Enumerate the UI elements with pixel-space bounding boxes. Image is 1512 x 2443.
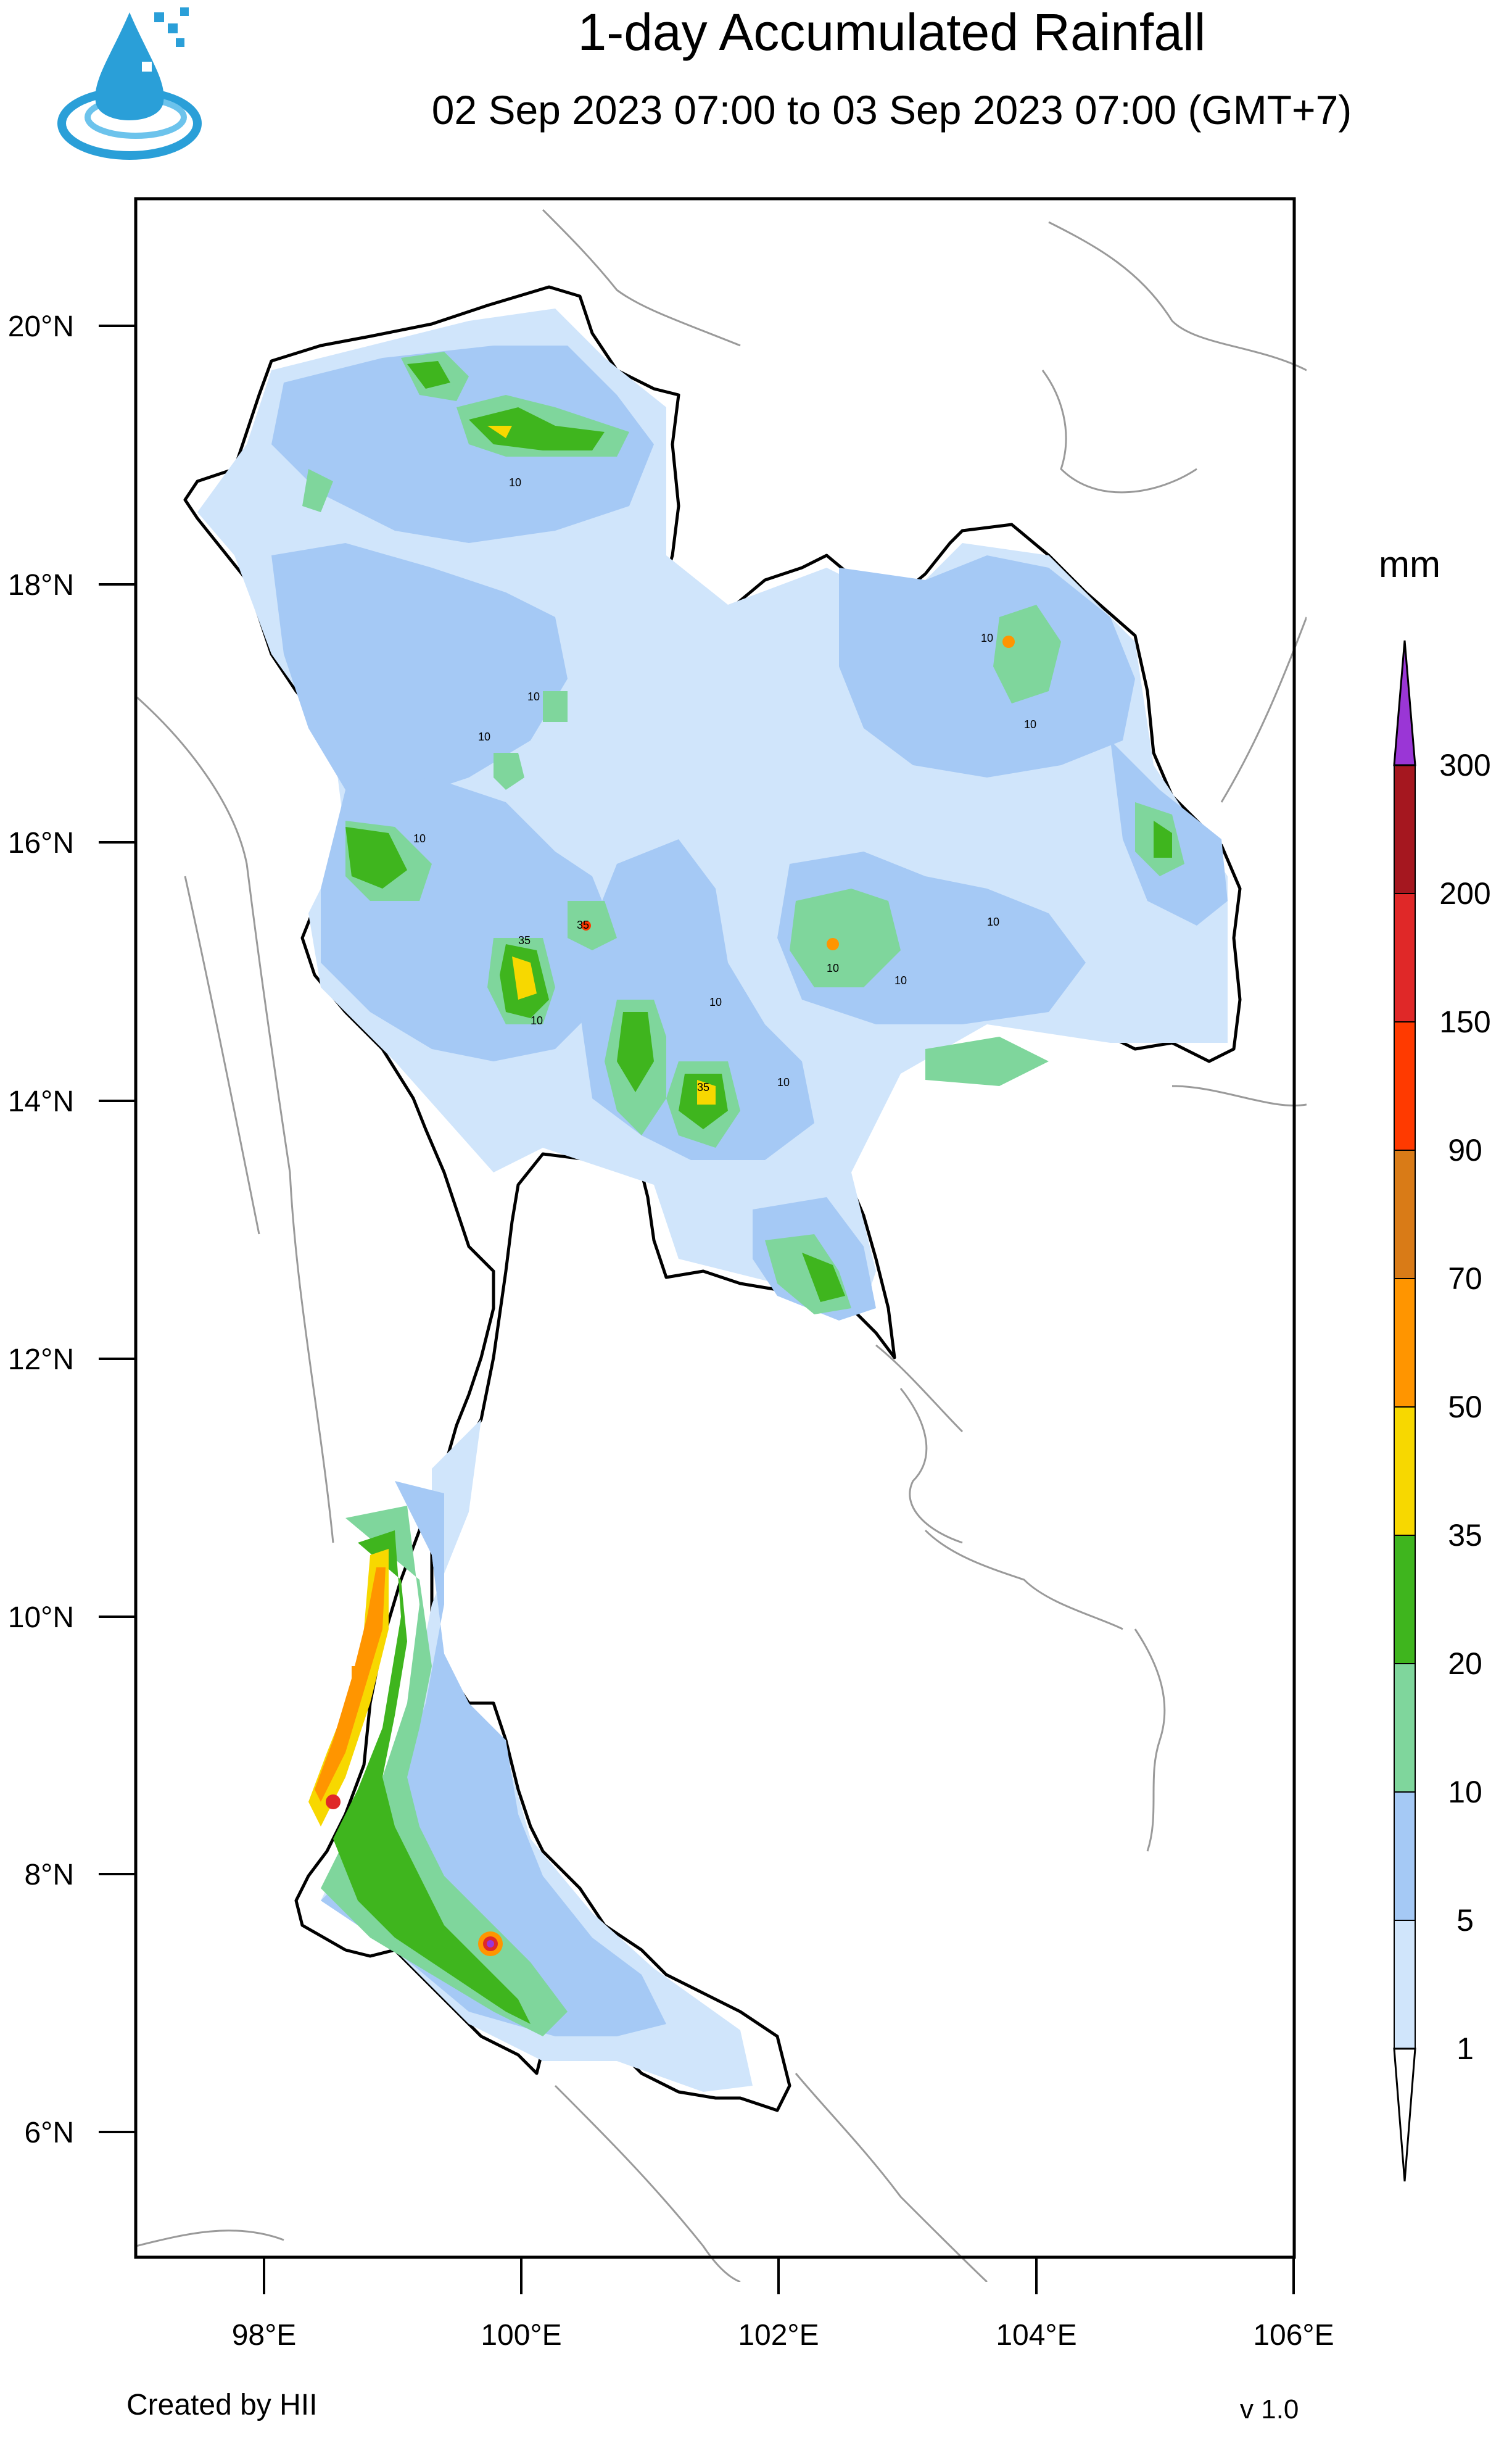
water-drop-icon bbox=[57, 7, 202, 160]
lon-tick-label: 100°E bbox=[481, 2319, 561, 2352]
legend-level-label: 5 bbox=[1456, 1903, 1474, 1938]
legend-band bbox=[1394, 1791, 1416, 1921]
date-range-subtitle: 02 Sep 2023 07:00 to 03 Sep 2023 07:00 (… bbox=[431, 87, 1352, 133]
contour-label: 10 bbox=[413, 832, 426, 845]
contour-label: 10 bbox=[777, 1076, 790, 1089]
legend-band bbox=[1394, 1021, 1416, 1151]
lat-tick-label: 10°N bbox=[8, 1601, 74, 1634]
legend-level-label: 70 bbox=[1448, 1261, 1482, 1296]
contour-label: 35 bbox=[697, 1081, 709, 1093]
lat-tick-label: 12°N bbox=[8, 1343, 74, 1376]
legend-level-label: 200 bbox=[1439, 876, 1490, 911]
lon-tick-label: 102°E bbox=[738, 2319, 819, 2352]
lon-axis bbox=[263, 2257, 1295, 2294]
legend-band bbox=[1394, 765, 1416, 894]
legend-level-label: 150 bbox=[1439, 1005, 1490, 1039]
contour-label: 10 bbox=[531, 1014, 543, 1027]
legend-level-label: 35 bbox=[1448, 1518, 1482, 1553]
lon-tick-label: 106°E bbox=[1253, 2319, 1334, 2352]
lat-tick-label: 8°N bbox=[24, 1859, 74, 1891]
contour-label: 10 bbox=[1024, 718, 1036, 731]
contour-label: 10 bbox=[827, 962, 839, 974]
contour-label: 10 bbox=[709, 996, 722, 1008]
legend-band bbox=[1394, 1920, 1416, 2049]
legend-band bbox=[1394, 1406, 1416, 1536]
contour-label: 35 bbox=[518, 934, 531, 947]
version-text: v 1.0 bbox=[1240, 2394, 1299, 2424]
lat-axis bbox=[99, 325, 136, 2133]
lat-tick-label: 14°N bbox=[8, 1085, 74, 1118]
contour-label: 10 bbox=[478, 731, 490, 743]
legend-level-label: 300 bbox=[1439, 748, 1490, 782]
legend-band bbox=[1394, 893, 1416, 1022]
contour-label: 10 bbox=[527, 691, 540, 703]
lat-tick-label: 16°N bbox=[8, 827, 74, 860]
contour-label: 35 bbox=[577, 919, 589, 931]
legend-level-label: 50 bbox=[1448, 1390, 1482, 1424]
contour-labels: 10 10 10 10 10 10 10 10 10 10 10 10 35 3… bbox=[413, 476, 1036, 1093]
logo bbox=[57, 7, 202, 160]
lat-tick-label: 18°N bbox=[8, 569, 74, 602]
lon-tick-label: 104°E bbox=[996, 2319, 1076, 2352]
contour-label: 10 bbox=[981, 632, 993, 644]
legend-band bbox=[1394, 1663, 1416, 1793]
legend-level-label: 90 bbox=[1448, 1133, 1482, 1168]
legend-band bbox=[1394, 1150, 1416, 1279]
legend-unit: mm bbox=[1379, 544, 1440, 585]
credit-text: Created by HII bbox=[126, 2389, 318, 2421]
legend-band bbox=[1394, 1278, 1416, 1408]
map-frame bbox=[134, 197, 1296, 2259]
lat-tick-label: 6°N bbox=[24, 2117, 74, 2149]
legend-band bbox=[1394, 1535, 1416, 1664]
lat-tick-label: 20°N bbox=[8, 310, 74, 343]
contour-label: 10 bbox=[987, 916, 999, 928]
legend-level-label: 20 bbox=[1448, 1646, 1482, 1681]
contour-label: 10 bbox=[894, 974, 907, 987]
contour-label: 10 bbox=[509, 476, 521, 489]
lon-tick-label: 98°E bbox=[232, 2319, 297, 2352]
legend-bottom-arrow bbox=[1393, 2047, 1416, 2182]
rainfall-shading bbox=[197, 309, 1228, 2092]
legend-level-label: 10 bbox=[1448, 1775, 1482, 1809]
legend-level-label: 1 bbox=[1456, 2031, 1474, 2066]
color-legend: mm 1 5 10 20 35 50 70 90 150 200 300 bbox=[1379, 544, 1491, 2182]
legend-top-arrow bbox=[1393, 640, 1416, 766]
neighbor-borders bbox=[136, 209, 1307, 2282]
page-title: 1-day Accumulated Rainfall bbox=[577, 3, 1206, 61]
